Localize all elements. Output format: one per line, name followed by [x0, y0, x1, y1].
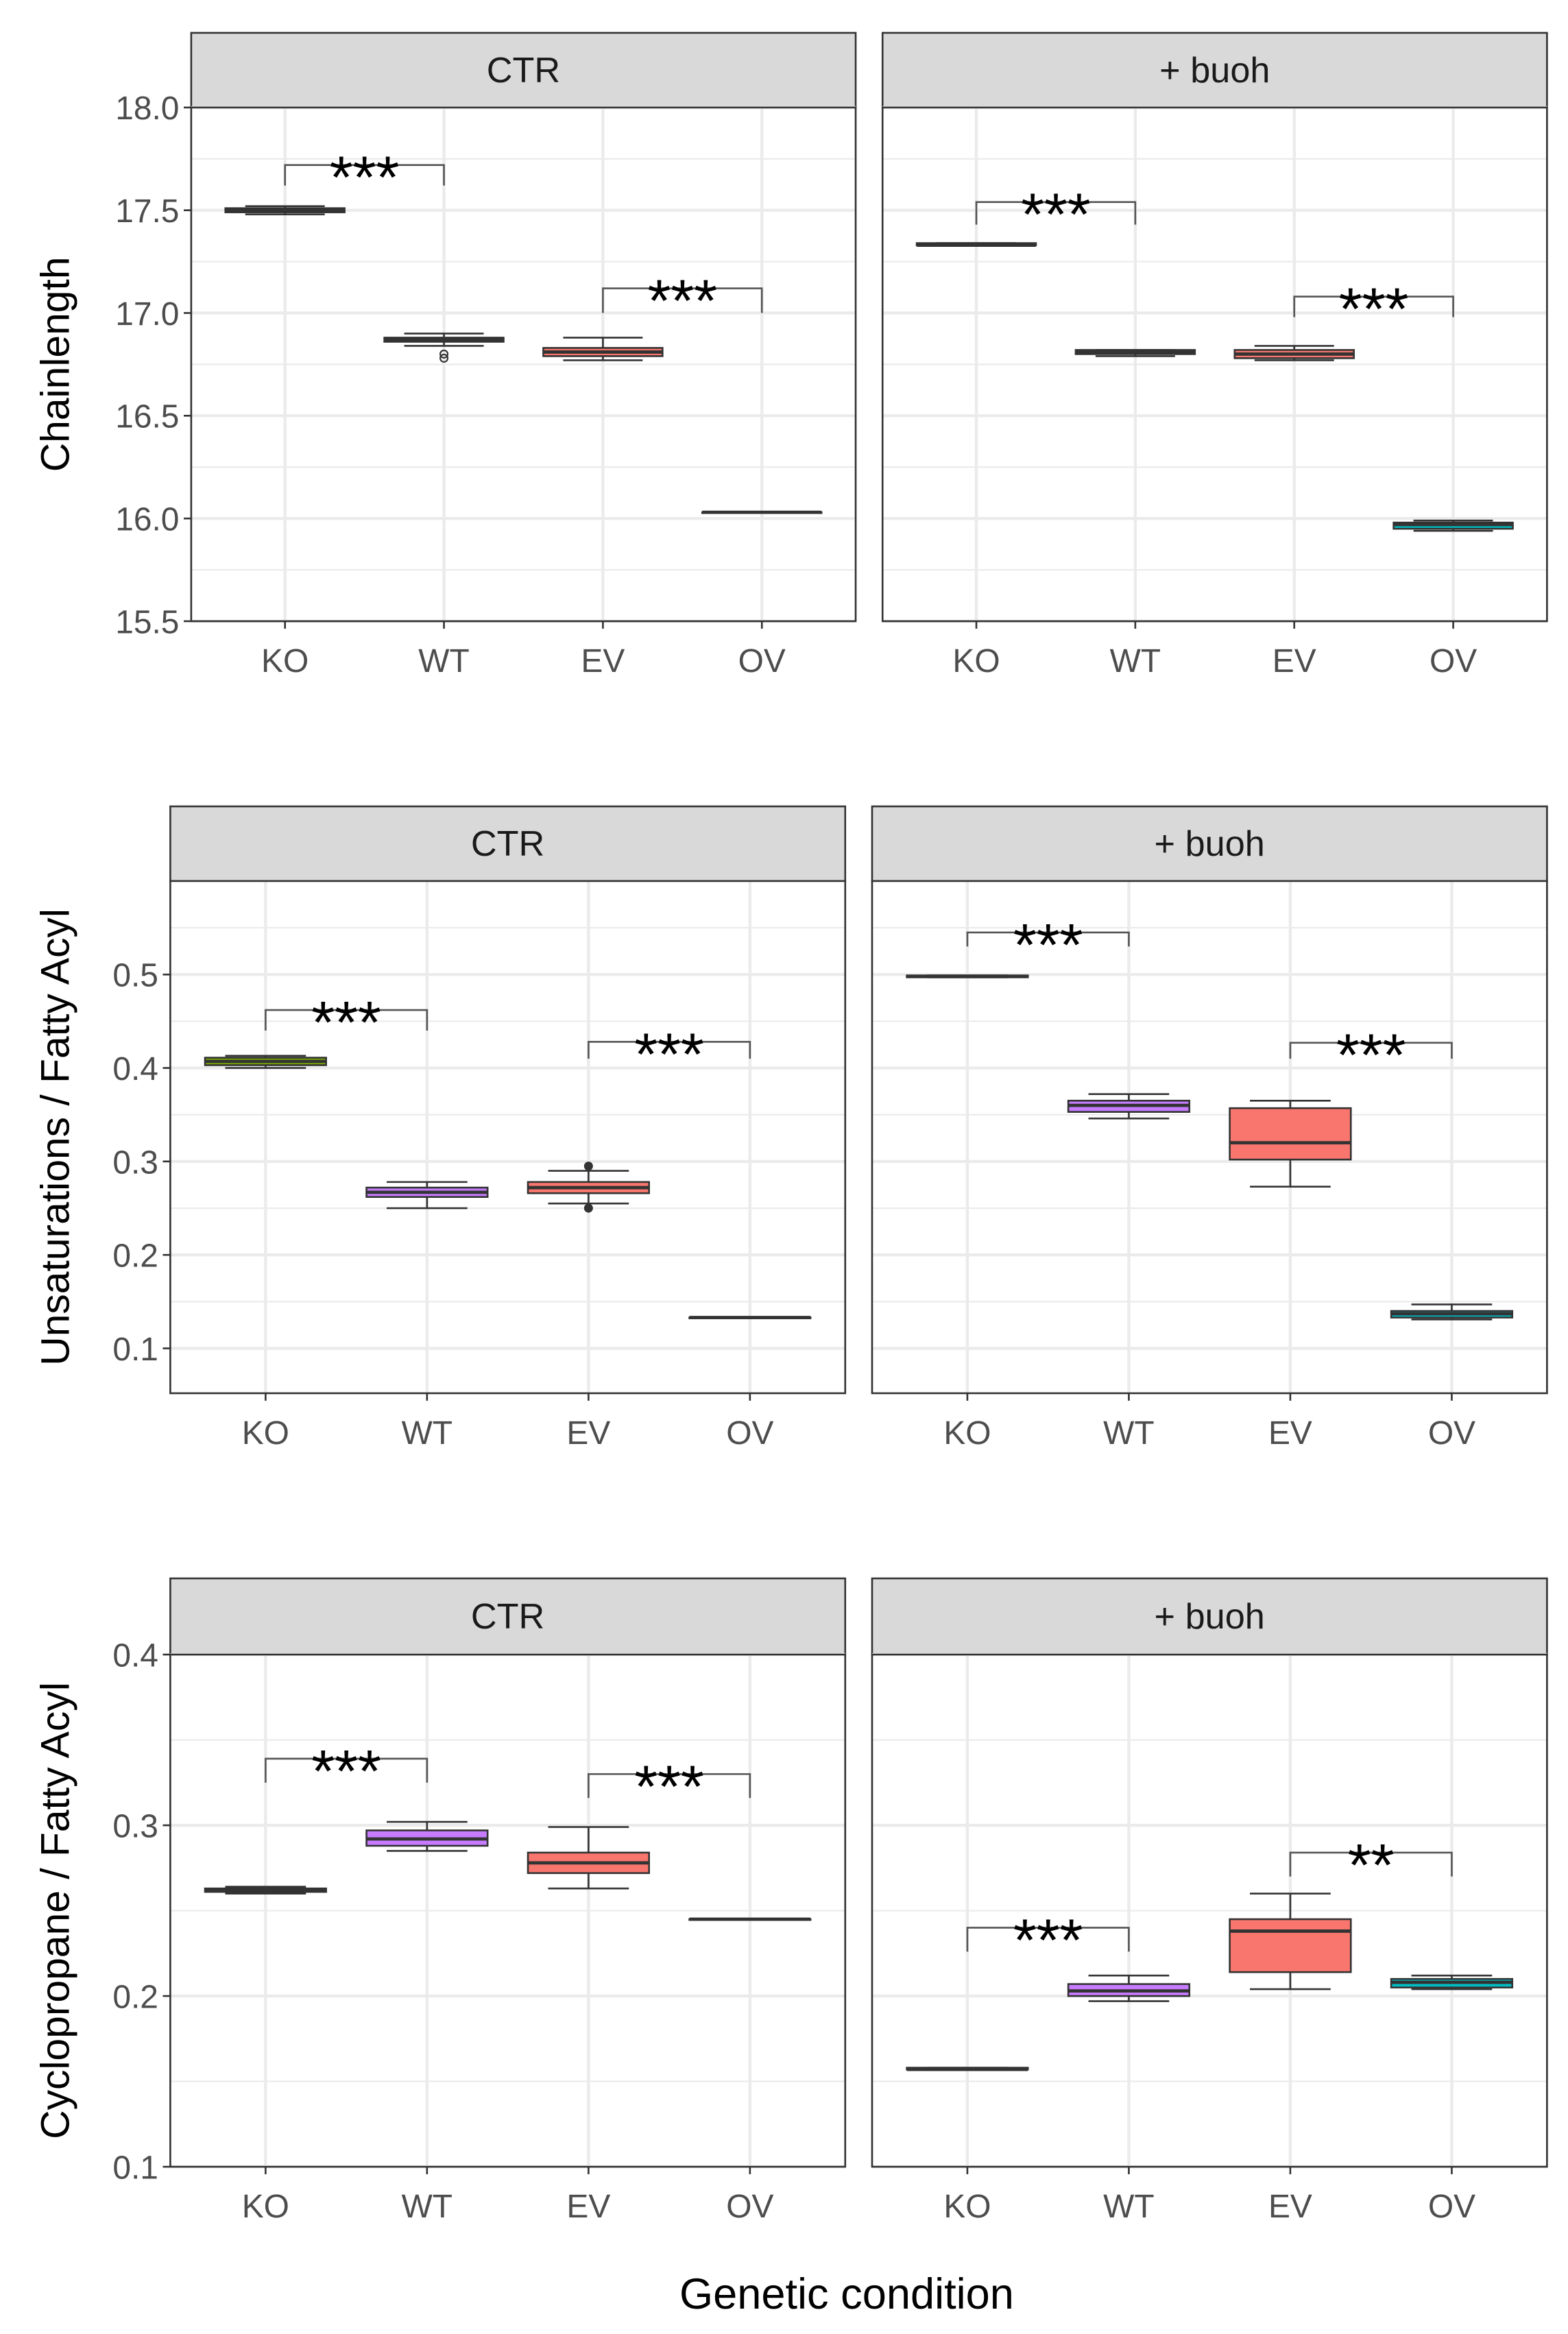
x-tick-label: KO [242, 2189, 289, 2225]
y-tick-label: 0.2 [112, 1980, 158, 2016]
y-tick-label: 0.1 [112, 1332, 158, 1368]
significance-label: *** [311, 989, 381, 1056]
x-axis-label: Genetic condition [679, 2270, 1014, 2318]
significance-label: *** [1013, 1907, 1083, 1973]
significance-label: *** [1339, 276, 1409, 342]
significance-label: *** [330, 145, 400, 211]
panel-border [169, 1653, 847, 2168]
panel-border [871, 1653, 1548, 2168]
x-tick-label: WT [402, 1415, 453, 1452]
y-tick-label: 16.0 [115, 502, 179, 538]
facet-label: CTR [487, 51, 560, 91]
significance-bracket [602, 287, 763, 313]
significance-label: *** [1021, 182, 1091, 248]
x-tick-label: KO [952, 643, 1000, 679]
significance-bracket [284, 164, 445, 186]
significance-label: *** [311, 1738, 381, 1805]
panel-border [169, 880, 847, 1395]
panel-border [871, 880, 1548, 1395]
y-tick-label: 18.0 [115, 91, 179, 127]
significance-bracket [1289, 1851, 1453, 1877]
x-tick-label: EV [1273, 643, 1316, 679]
facet-label: CTR [471, 1597, 544, 1637]
x-tick-label: WT [1103, 2189, 1154, 2225]
facet-strip [871, 1577, 1548, 1656]
panel-border [190, 106, 857, 623]
outlier-point [439, 353, 449, 363]
x-tick-label: EV [566, 1415, 610, 1452]
y-tick-label: 0.5 [112, 958, 158, 994]
facet-strip [169, 1577, 847, 1656]
x-tick-label: OV [726, 1415, 773, 1452]
facet-label: + buoh [1155, 824, 1265, 864]
y-tick-label: 0.2 [112, 1238, 158, 1275]
outlier-point [583, 1162, 593, 1171]
facet-strip [190, 32, 857, 109]
y-tick-label: 17.5 [115, 193, 179, 230]
box-ev [1229, 1107, 1352, 1161]
y-tick-label: 0.1 [112, 2150, 158, 2187]
significance-label: *** [634, 1753, 704, 1820]
significance-bracket [588, 1773, 751, 1798]
box-ev [1229, 1918, 1352, 1973]
significance-label: *** [647, 267, 717, 334]
facet-label: CTR [471, 824, 544, 864]
panel-border [881, 106, 1548, 623]
x-tick-label: KO [242, 1415, 289, 1452]
x-tick-label: EV [1268, 1415, 1312, 1452]
x-tick-label: KO [943, 1415, 991, 1452]
y-tick-label: 0.4 [112, 1637, 158, 1674]
significance-bracket [975, 201, 1137, 225]
significance-label: *** [634, 1021, 704, 1087]
x-tick-label: KO [943, 2189, 991, 2225]
y-axis-label: Unsaturations / Fatty Acyl [33, 909, 77, 1366]
significance-bracket [265, 1757, 429, 1783]
y-tick-label: 16.5 [115, 399, 179, 435]
significance-bracket [1293, 296, 1454, 317]
significance-label: ** [1348, 1832, 1395, 1899]
x-tick-label: EV [566, 2189, 610, 2225]
x-tick-label: WT [1110, 643, 1161, 679]
x-tick-label: WT [418, 643, 469, 679]
significance-bracket [966, 1927, 1130, 1952]
y-tick-label: 17.0 [115, 296, 179, 333]
facet-label: + buoh [1155, 1597, 1265, 1637]
x-tick-label: OV [726, 2189, 773, 2225]
x-tick-label: KO [261, 643, 309, 679]
panel-background [170, 880, 845, 1393]
x-tick-label: OV [738, 643, 786, 679]
outlier-point [439, 349, 449, 359]
y-tick-label: 15.5 [115, 604, 179, 640]
x-tick-label: WT [1103, 1415, 1154, 1452]
facet-strip [169, 805, 847, 882]
y-tick-label: 0.3 [112, 1144, 158, 1181]
outlier-point [583, 1203, 593, 1213]
y-tick-label: 0.4 [112, 1051, 158, 1087]
significance-bracket [265, 1009, 429, 1031]
panel-background [871, 880, 1547, 1393]
significance-label: *** [1013, 912, 1083, 978]
x-tick-label: EV [581, 643, 625, 679]
x-tick-label: OV [1428, 2189, 1475, 2225]
x-tick-label: WT [402, 2189, 453, 2225]
x-tick-label: OV [1428, 1415, 1475, 1452]
significance-label: *** [1336, 1022, 1406, 1089]
y-tick-label: 0.3 [112, 1808, 158, 1844]
significance-bracket [966, 931, 1130, 947]
y-axis-label: Chainlength [33, 256, 77, 472]
significance-bracket [588, 1041, 751, 1059]
x-tick-label: OV [1430, 643, 1477, 679]
facet-label: + buoh [1159, 51, 1270, 91]
y-axis-label: Cyclopropane / Fatty Acyl [33, 1682, 77, 2139]
x-tick-label: EV [1268, 2189, 1312, 2225]
significance-bracket [1289, 1042, 1453, 1059]
